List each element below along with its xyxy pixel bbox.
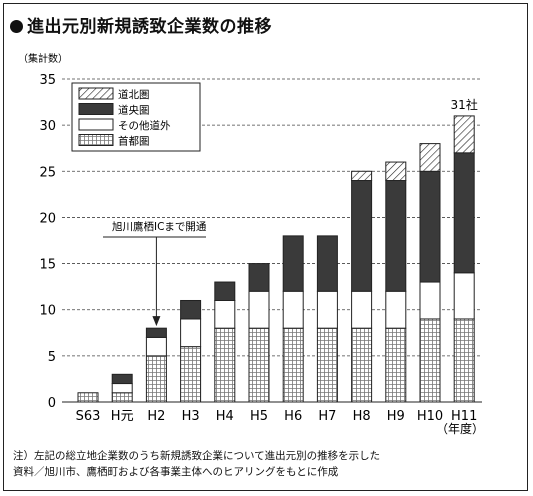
annotation-ic-text: 旭川鷹栖ICまで開通 [112,220,207,233]
bar-segment [419,318,441,403]
bar-segment [282,235,304,292]
bar-segment [419,143,441,172]
y-tick-label: 35 [39,73,56,88]
x-tick-labels: S63 H元 H2 H3 H4 H5 H6 H7 H8 H9 H10 H11 [76,409,478,424]
legend-swatch [78,118,114,131]
x-tick-label: H3 [182,409,200,424]
bar-segment [316,235,338,292]
bar-segment [214,281,236,301]
y-tick-label: 5 [48,350,56,365]
x-tick-label: H元 [111,409,134,424]
chart-title-text: 進出元別新規誘致企業数の推移 [27,17,272,37]
bar-segment [248,290,270,329]
bar-segment [145,327,167,338]
figure-frame [3,3,528,491]
bar-segment [453,318,475,403]
bullet-dot-icon [10,20,23,33]
bar-segment [385,161,407,182]
footnote-2: 資料／旭川市、鷹栖町および各事業主体へのヒアリングをもとに作成 [13,466,339,478]
bar-segment [419,170,441,283]
x-tick-label: H4 [216,409,234,424]
bars [77,115,475,403]
y-tick-label: 15 [39,258,56,273]
y-tick-label: 25 [39,165,56,180]
bar-segment [316,327,338,403]
bar-segment [111,373,133,385]
arrow-head-icon [152,316,161,327]
bar-segment [385,327,407,403]
x-tick-label: H9 [387,409,405,424]
x-tick-label: H6 [284,409,302,424]
bar-segment [419,281,441,320]
bar-segment [248,327,270,403]
bar-segment [282,327,304,403]
y-tick-label: 20 [39,211,56,226]
chart-title: 進出元別新規誘致企業数の推移 [10,12,272,37]
bar-segment [351,327,373,403]
x-tick-label: H11 [451,409,477,424]
legend-label: 首都圏 [118,135,150,148]
bar-segment [351,290,373,329]
legend-label: 道央圏 [118,104,150,117]
bar-segment [453,272,475,320]
bar-segment [385,180,407,292]
bar-segment [111,392,133,403]
legend-swatch [78,87,114,100]
bar-segment [351,180,373,292]
bar-segment [145,355,167,403]
x-tick-label: H5 [250,409,268,424]
y-tick-label: 30 [39,119,56,134]
bar-segment [77,392,99,403]
bar-segment [385,290,407,329]
bar-segment [214,327,236,403]
bar-segment [214,299,236,329]
footnote-1: 注）左記の総立地企業数のうち新規誘致企業について進出元別の推移を示した [13,450,381,462]
legend-label: その他道外 [118,119,171,132]
bar-segment [180,346,202,403]
bar-segment [453,115,475,154]
legend-label: 道北圏 [118,88,150,101]
bar-segment [180,318,202,348]
y-tick-labels: 0 5 10 15 20 25 30 35 [39,73,56,411]
y-tick-label: 10 [39,304,56,319]
annotation-total-count: 31社 [451,97,478,112]
legend-swatch [78,134,114,146]
annotation-ic-opening: 旭川鷹栖ICまで開通 [103,220,207,327]
x-tick-label: H10 [417,409,443,424]
y-tick-label: 0 [48,396,56,411]
bar-segment [316,290,338,329]
x-tick-label: H8 [353,409,371,424]
x-axis-label: （年度） [436,421,484,436]
bar-segment [282,290,304,329]
legend-swatch [78,103,114,115]
y-axis-label: （集計数） [18,52,68,65]
bar-segment [453,152,475,274]
x-tick-label: H7 [318,409,336,424]
bar-segment [145,336,167,357]
x-tick-label: S63 [76,409,101,424]
bar-segment [111,383,133,394]
bar-segment [351,170,373,182]
bar-segment [248,263,270,292]
x-tick-label: H2 [147,409,165,424]
bar-segment [180,299,202,320]
